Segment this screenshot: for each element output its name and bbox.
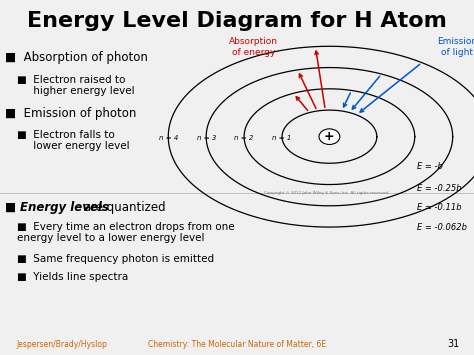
Text: n = 3: n = 3 xyxy=(197,135,216,141)
Text: ■  Electron raised to
     higher energy level: ■ Electron raised to higher energy level xyxy=(17,75,134,96)
Text: E = -b: E = -b xyxy=(417,162,443,171)
Text: 31: 31 xyxy=(447,339,460,349)
Text: n = 1: n = 1 xyxy=(273,135,292,141)
Text: n = 4: n = 4 xyxy=(159,135,178,141)
Text: Copyright © 2012 John Wiley & Sons, Inc. All rights reserved.: Copyright © 2012 John Wiley & Sons, Inc.… xyxy=(264,191,390,195)
Text: +: + xyxy=(324,130,335,143)
Text: n = 2: n = 2 xyxy=(235,135,254,141)
Text: Jespersen/Brady/Hyslop: Jespersen/Brady/Hyslop xyxy=(16,340,107,349)
Text: ■  Electron falls to
     lower energy level: ■ Electron falls to lower energy level xyxy=(17,130,129,151)
Text: Energy levels: Energy levels xyxy=(20,201,109,214)
Text: ■  Every time an electron drops from one
energy level to a lower energy level: ■ Every time an electron drops from one … xyxy=(17,222,234,244)
Text: are quantized: are quantized xyxy=(80,201,165,214)
Text: Emission
of light: Emission of light xyxy=(438,37,474,57)
Text: Chemistry: The Molecular Nature of Matter, 6E: Chemistry: The Molecular Nature of Matte… xyxy=(148,340,326,349)
Text: ■  Emission of photon: ■ Emission of photon xyxy=(5,106,136,120)
Text: ■  Absorption of photon: ■ Absorption of photon xyxy=(5,51,147,65)
Circle shape xyxy=(319,129,340,144)
Text: ■  Same frequency photon is emitted: ■ Same frequency photon is emitted xyxy=(17,254,214,264)
Text: E = -0.11b: E = -0.11b xyxy=(417,203,462,212)
Text: E = -0.25b: E = -0.25b xyxy=(417,184,462,193)
Text: E = -0.062b: E = -0.062b xyxy=(417,223,467,233)
Text: ■: ■ xyxy=(5,201,23,214)
Text: Energy Level Diagram for H Atom: Energy Level Diagram for H Atom xyxy=(27,11,447,31)
Text: ■  Yields line spectra: ■ Yields line spectra xyxy=(17,272,128,282)
Text: Absorption
of energy: Absorption of energy xyxy=(229,37,278,57)
